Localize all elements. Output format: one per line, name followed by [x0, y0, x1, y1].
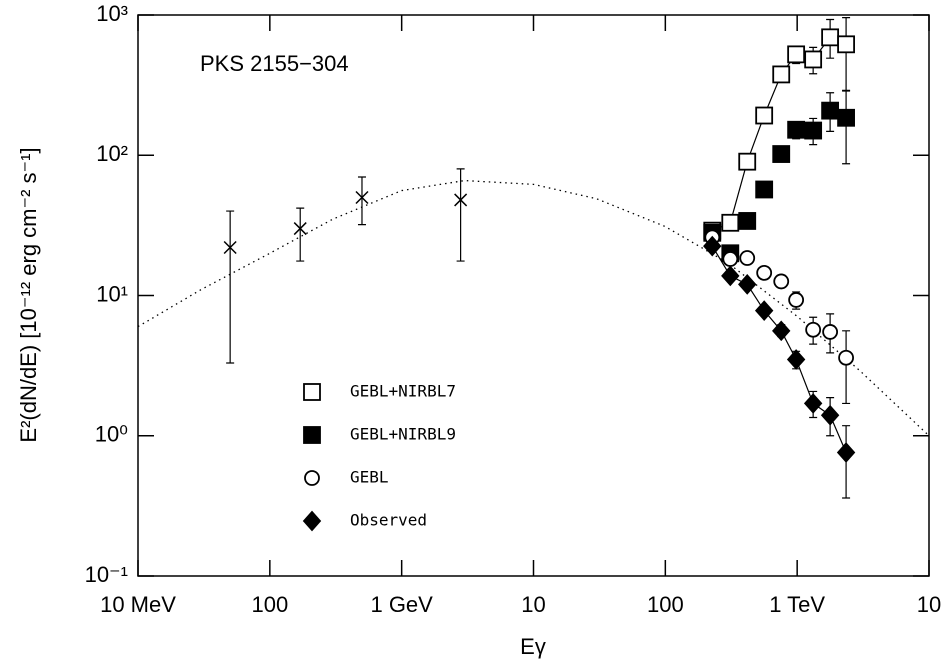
y-tick-label: 10⁻¹	[85, 562, 128, 587]
x-axis-label: Eγ	[520, 634, 546, 659]
y-tick-label: 10²	[96, 141, 128, 166]
error-bar	[226, 210, 235, 364]
legend-label: GEBL+NIRBL9	[350, 425, 456, 444]
marker-cross	[454, 193, 468, 207]
annotation: PKS 2155−304	[200, 51, 349, 76]
marker-diamond	[803, 393, 823, 414]
marker-cross	[293, 222, 307, 236]
x-tick-label: 10	[521, 592, 545, 617]
marker-circle	[838, 349, 854, 366]
marker-square	[787, 120, 806, 139]
error-bar	[296, 207, 305, 262]
marker-circle	[304, 470, 320, 486]
x-tick-label: 10 MeV	[100, 592, 176, 617]
marker-square	[787, 45, 806, 64]
marker-circle	[739, 250, 756, 266]
marker-square	[755, 106, 774, 125]
marker-diamond	[754, 300, 774, 321]
marker-square	[303, 383, 321, 401]
marker-square	[755, 180, 774, 199]
marker-square	[738, 152, 757, 171]
y-tick-label: 10¹	[96, 281, 128, 306]
marker-cross	[355, 190, 369, 204]
marker-square	[303, 426, 321, 444]
marker-square	[804, 50, 823, 69]
marker-circle	[722, 251, 739, 267]
y-tick-label: 10⁰	[95, 422, 128, 447]
marker-diamond	[786, 349, 806, 370]
x-tick-label: 100	[647, 592, 684, 617]
x-tick-label: 1 TeV	[769, 592, 825, 617]
marker-diamond	[302, 510, 322, 532]
marker-circle	[788, 292, 805, 308]
marker-circle	[822, 324, 839, 340]
marker-diamond	[836, 442, 856, 463]
marker-square	[804, 121, 823, 140]
marker-cross	[223, 240, 237, 255]
marker-circle	[805, 321, 822, 338]
x-tick-label: 1 GeV	[370, 592, 433, 617]
marker-square	[772, 145, 791, 163]
error-bar	[842, 330, 851, 405]
marker-diamond	[772, 320, 791, 342]
error-bar	[842, 90, 851, 165]
error-bar	[842, 17, 851, 91]
y-tick-label: 10³	[96, 1, 128, 26]
marker-diamond	[703, 235, 722, 257]
marker-square	[738, 212, 757, 230]
plot-frame	[137, 14, 930, 577]
marker-diamond	[721, 265, 740, 287]
y-axis-label: E²(dN/dE) [10⁻¹² erg cm⁻² s⁻¹]	[16, 147, 41, 442]
marker-square	[772, 65, 791, 84]
x-tick-label: 10	[917, 592, 941, 617]
marker-square	[837, 108, 855, 127]
marker-circle	[756, 264, 773, 281]
marker-square	[821, 28, 840, 47]
marker-diamond	[820, 404, 840, 426]
marker-square	[837, 35, 855, 54]
legend-label: GEBL	[350, 468, 389, 487]
error-bar	[456, 168, 465, 262]
x-tick-label: 100	[251, 592, 288, 617]
marker-diamond	[738, 274, 757, 295]
legend-label: Observed	[350, 511, 427, 530]
marker-square	[721, 213, 740, 232]
marker-circle	[773, 273, 790, 290]
error-bar	[357, 176, 366, 226]
marker-square	[821, 101, 840, 120]
legend-label: GEBL+NIRBL7	[350, 382, 456, 401]
model-curve	[137, 179, 930, 437]
